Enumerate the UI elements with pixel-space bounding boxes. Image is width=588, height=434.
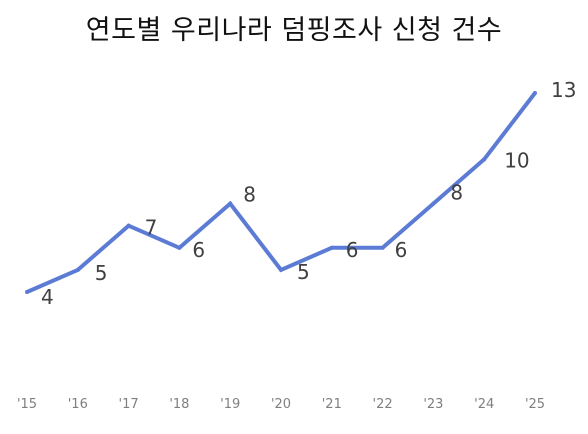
x-tick-label: '22: [373, 397, 393, 412]
data-label: 4: [41, 285, 54, 309]
data-point: [177, 245, 182, 250]
x-tick-label: '18: [169, 397, 189, 412]
data-point: [126, 223, 131, 228]
data-label: 8: [243, 183, 256, 207]
data-label: 6: [192, 238, 205, 262]
x-tick-label: '24: [474, 397, 494, 412]
data-label: 8: [450, 181, 463, 205]
x-tick-label: '19: [220, 397, 240, 412]
data-point: [431, 201, 436, 206]
data-point: [228, 201, 233, 206]
data-label: 5: [95, 261, 108, 285]
data-label: 6: [346, 238, 359, 262]
data-label: 10: [504, 148, 529, 172]
data-point: [533, 91, 537, 95]
x-axis-ticks: '15 '16 '17 '18 '19 '20 '21 '22 '23 '24 '25: [17, 397, 545, 412]
data-label: 5: [297, 260, 310, 284]
x-tick-label: '17: [119, 397, 139, 412]
x-tick-label: '25: [525, 397, 545, 412]
data-point: [75, 267, 80, 272]
data-point: [279, 267, 283, 272]
data-point: [380, 245, 385, 250]
data-label: 7: [145, 216, 158, 240]
chart-title: 연도별 우리나라 덤핑조사 신청 건수: [85, 15, 503, 46]
data-labels: 4 5 7 6 8 5 6 6 8 10 13: [41, 78, 576, 309]
data-point: [25, 290, 29, 294]
data-label: 13: [551, 78, 576, 102]
x-tick-label: '20: [271, 397, 291, 412]
x-tick-label: '21: [322, 397, 342, 412]
x-tick-label: '15: [17, 397, 37, 412]
data-point: [482, 157, 487, 162]
x-tick-label: '16: [68, 397, 88, 412]
data-label: 6: [395, 238, 408, 262]
x-tick-label: '23: [423, 397, 443, 412]
data-point: [329, 245, 334, 250]
series-layer: [25, 91, 537, 294]
